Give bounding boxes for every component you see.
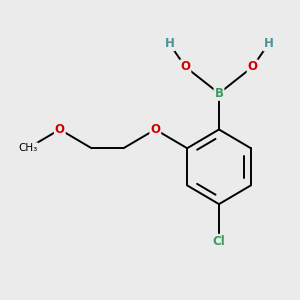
Text: H: H: [164, 37, 174, 50]
Text: Cl: Cl: [213, 235, 225, 248]
Text: H: H: [264, 37, 274, 50]
Text: O: O: [180, 60, 190, 73]
Text: O: O: [55, 123, 65, 136]
Text: CH₃: CH₃: [18, 143, 38, 153]
Text: O: O: [248, 60, 258, 73]
Text: O: O: [150, 123, 160, 136]
Text: B: B: [214, 87, 224, 100]
